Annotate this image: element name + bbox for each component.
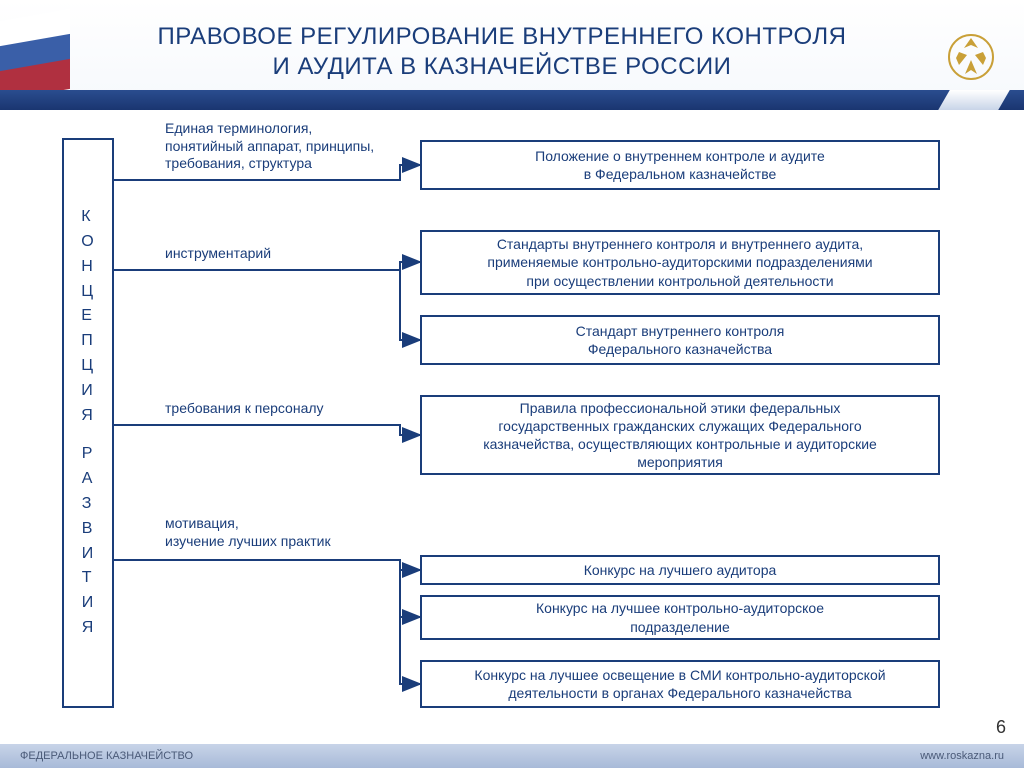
- ribbon-decoration: [0, 90, 1024, 110]
- title-line-2: И АУДИТА В КАЗНАЧЕЙСТВЕ РОССИИ: [273, 53, 732, 80]
- footer-bar: ФЕДЕРАЛЬНОЕ КАЗНАЧЕЙСТВО www.roskazna.ru: [0, 744, 1024, 768]
- box-regulation: Положение о внутреннем контроле и аудите…: [420, 140, 940, 190]
- label-tools: инструментарий: [165, 245, 271, 263]
- box-contest-auditor: Конкурс на лучшего аудитора: [420, 555, 940, 585]
- title-line-1: ПРАВОВОЕ РЕГУЛИРОВАНИЕ ВНУТРЕННЕГО КОНТР…: [158, 23, 847, 50]
- concept-vertical-box: КОНЦЕПЦИЯ РАЗВИТИЯ: [62, 138, 114, 708]
- label-motivation: мотивация,изучение лучших практик: [165, 515, 331, 550]
- box-standard-control: Стандарт внутреннего контроляФедеральног…: [420, 315, 940, 365]
- footer-org: ФЕДЕРАЛЬНОЕ КАЗНАЧЕЙСТВО: [20, 750, 193, 762]
- box-ethics: Правила профессиональной этики федеральн…: [420, 395, 940, 475]
- emblem-icon: [944, 30, 999, 90]
- box-contest-media: Конкурс на лучшее освещение в СМИ контро…: [420, 660, 940, 708]
- page-number: 6: [996, 717, 1006, 738]
- box-contest-dept: Конкурс на лучшее контрольно-аудиторское…: [420, 595, 940, 640]
- content-area: КОНЦЕПЦИЯ РАЗВИТИЯ Единая терминология,п…: [0, 120, 1024, 738]
- box-standards-audit: Стандарты внутреннего контроля и внутрен…: [420, 230, 940, 295]
- footer-url: www.roskazna.ru: [920, 750, 1004, 762]
- label-personnel: требования к персоналу: [165, 400, 324, 418]
- label-terminology: Единая терминология,понятийный аппарат, …: [165, 120, 374, 173]
- page-title: ПРАВОВОЕ РЕГУЛИРОВАНИЕ ВНУТРЕННЕГО КОНТР…: [80, 22, 924, 82]
